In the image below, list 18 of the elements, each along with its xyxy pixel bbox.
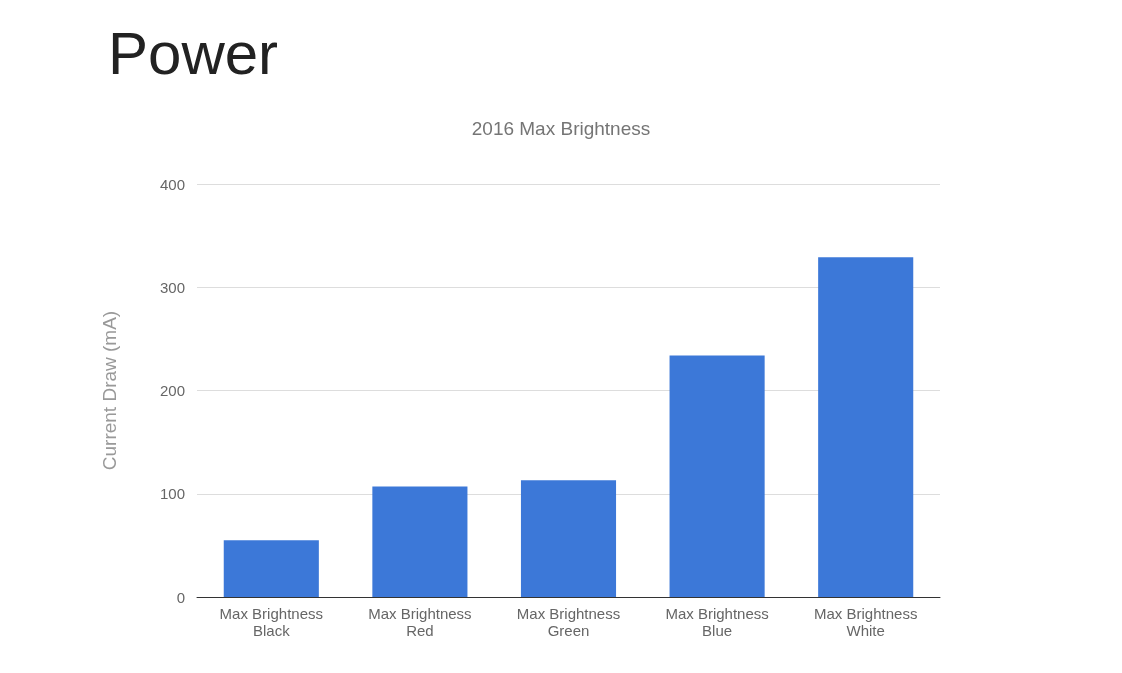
x-tick-label: Max Brightness Red (368, 605, 472, 639)
bar (669, 355, 765, 597)
y-tick-label: 100 (159, 485, 185, 503)
bar (223, 540, 319, 597)
y-tick-label: 300 (159, 278, 185, 296)
bar (818, 257, 914, 597)
chart-subtitle: 2016 Max Brightness (471, 118, 651, 139)
x-tick-label: Max Brightness White (814, 605, 918, 639)
y-axis-title: Current Draw (mA) (99, 310, 120, 471)
y-tick-label: 200 (159, 382, 185, 399)
bar (372, 486, 468, 597)
y-tick-label: 0 (176, 588, 185, 606)
y-tick-label: 400 (159, 175, 185, 193)
bar (520, 480, 617, 597)
x-tick-label: Max Brightness Blue (665, 605, 769, 639)
x-tick-label: Max Brightness Black (219, 605, 323, 639)
x-tick-label: Max Brightness Green (516, 605, 621, 639)
chart-title: Power (108, 19, 279, 87)
